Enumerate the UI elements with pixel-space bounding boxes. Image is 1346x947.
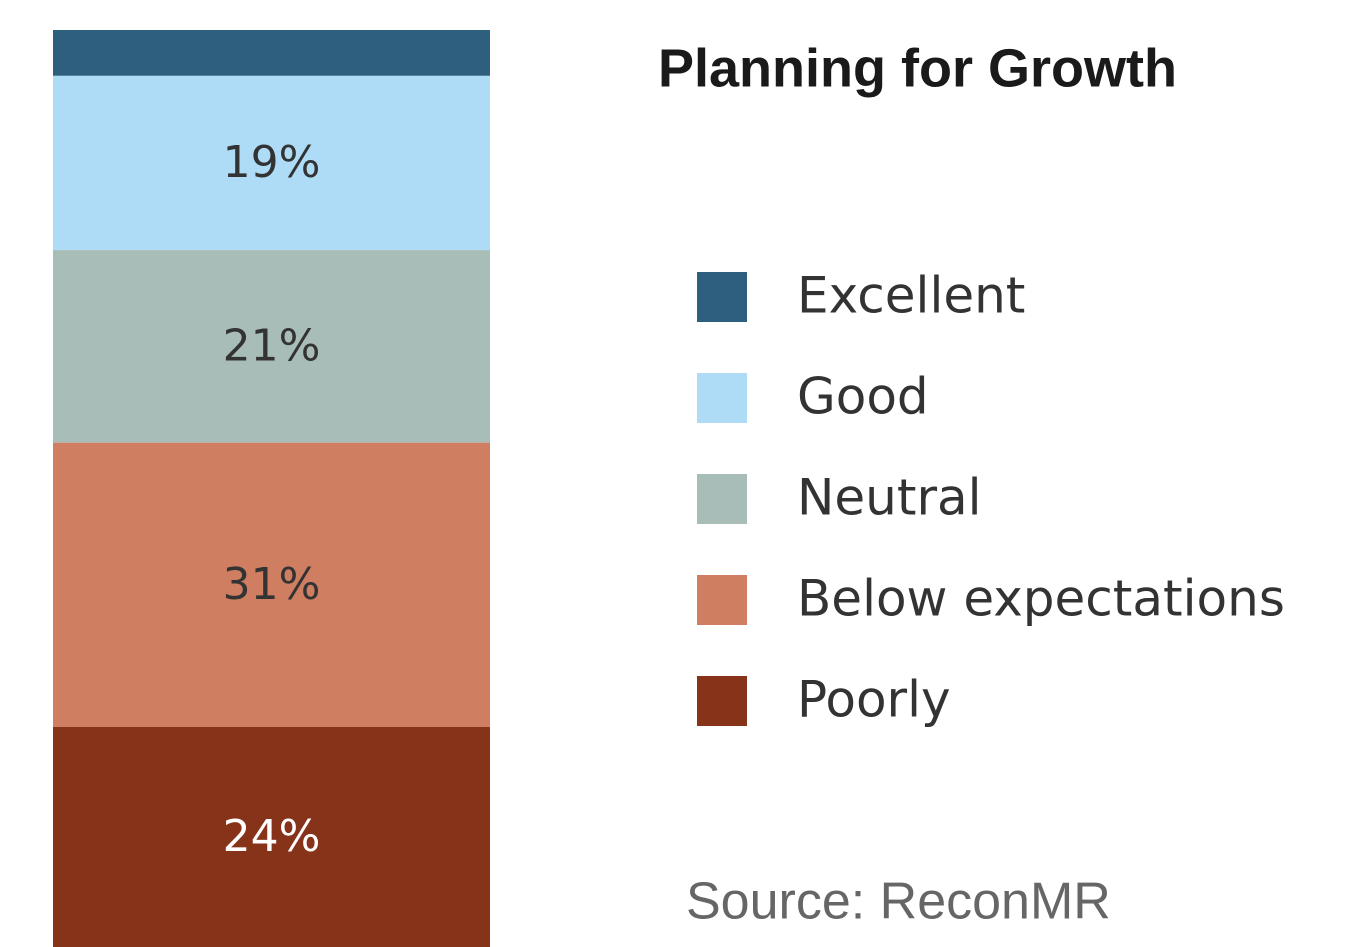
- bar-segment: [53, 30, 490, 76]
- data-label: 24%: [223, 811, 321, 862]
- legend-swatch: [697, 373, 747, 423]
- legend-label: Excellent: [797, 267, 1025, 325]
- legend-swatch: [697, 474, 747, 524]
- bar-segment: [53, 75, 490, 251]
- data-label: 21%: [223, 320, 321, 371]
- source: Source: ReconMR: [686, 873, 1111, 931]
- legend-label: Poorly: [797, 671, 951, 729]
- data-label: 31%: [223, 559, 321, 610]
- legend-swatch: [697, 575, 747, 625]
- legend-label: Below expectations: [797, 570, 1285, 628]
- legend-swatch: [697, 272, 747, 322]
- chart-title: Planning for Growth: [658, 38, 1177, 98]
- legend-label: Good: [797, 368, 929, 426]
- bar-segment: [53, 442, 490, 727]
- legend-swatch: [697, 676, 747, 726]
- data-label: 19%: [223, 137, 321, 188]
- bar-segment: [53, 726, 490, 947]
- bar-segment: [53, 250, 490, 443]
- legend-label: Neutral: [797, 469, 982, 527]
